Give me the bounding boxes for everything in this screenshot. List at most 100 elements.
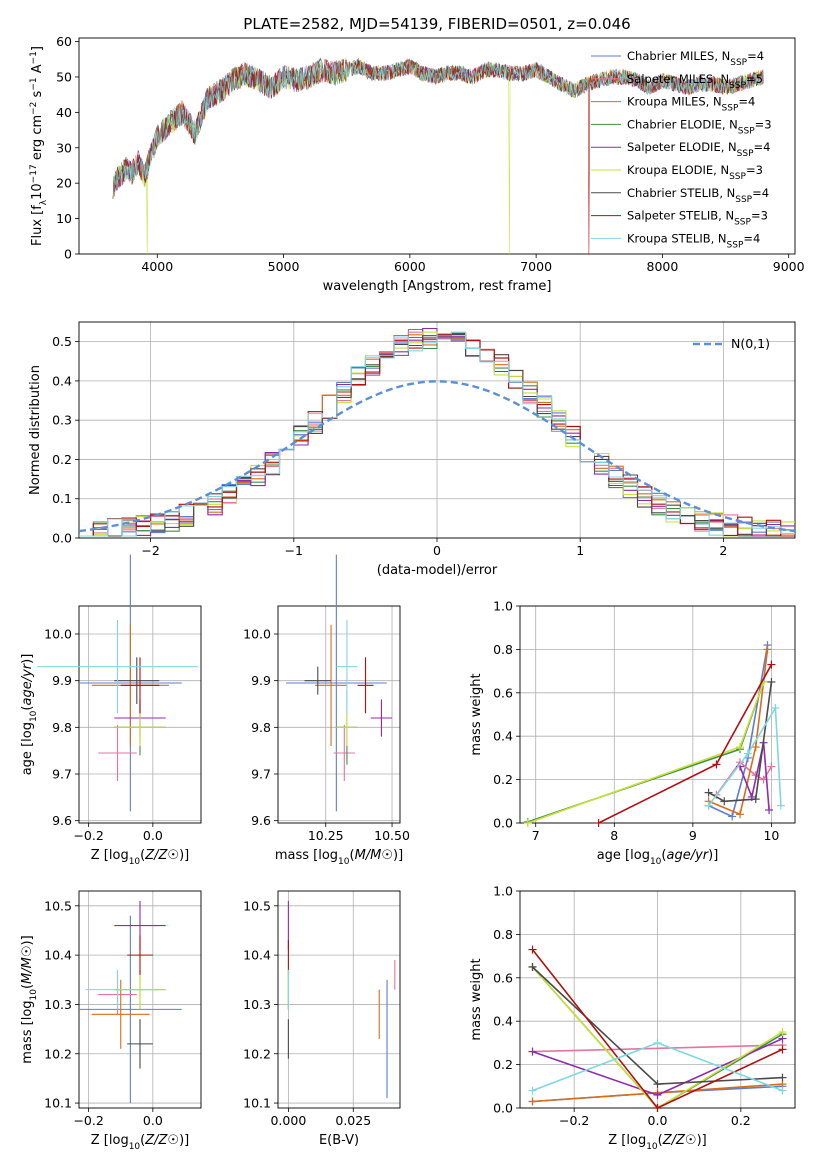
- x-tick-label: 6000: [394, 259, 426, 274]
- weight-point: [767, 677, 776, 686]
- y-tick-label: 0.0: [493, 1101, 513, 1116]
- y-tick-label: 0.4: [52, 373, 72, 388]
- y-tick-label: 9.6: [52, 813, 72, 828]
- errorbars: [287, 900, 396, 1099]
- y-tick-label: 1.0: [493, 599, 513, 614]
- residuals-panel: −2 −1 0 1 2 0.0 0.1 0.2 0.3 0.4 0.5 N(0,1) (data-mod…: [28, 321, 796, 578]
- x-tick-label: 8000: [647, 259, 679, 274]
- legend-label: Kroupa MILES, NSSP=4: [627, 95, 755, 114]
- spectrum-legend: Chabrier MILES, NSSP=4 Salpeter MILES, NS…: [591, 49, 772, 250]
- y-tick-label: 0.2: [493, 1057, 513, 1072]
- y-tick-label: 10.5: [44, 898, 72, 913]
- weight-point: [528, 945, 537, 954]
- spectrum-series: [112, 59, 764, 199]
- weight-point: [712, 760, 721, 769]
- weight-point: [771, 703, 780, 712]
- plot-frame: [78, 321, 796, 539]
- errorbars: [37, 554, 198, 812]
- weight-series: [523, 641, 785, 827]
- y-tick-label: 0.4: [493, 1014, 513, 1029]
- x-axis-label: Z [log10(Z/Z☉)]: [608, 1133, 707, 1152]
- weight-point: [528, 962, 537, 971]
- weight-point: [653, 1090, 662, 1099]
- plot-frame: [277, 605, 401, 824]
- weight-point: [736, 743, 744, 752]
- y-tick-label: 10.2: [243, 1046, 271, 1061]
- y-tick-label: 10.0: [243, 627, 271, 642]
- y-tick-label: 10.0: [44, 627, 72, 642]
- grid: [278, 606, 400, 823]
- weight-point: [653, 1104, 662, 1112]
- y-tick-label: 60: [56, 34, 72, 49]
- x-axis-label: Z [log10(Z/Z☉)]: [91, 1133, 190, 1152]
- x-tick-label: −0.2: [73, 1113, 103, 1128]
- spectrum-lines: [112, 57, 764, 255]
- y-tick-label: 10.2: [44, 1046, 72, 1061]
- y-tick-label: 1.0: [493, 884, 513, 899]
- legend-label: Salpeter ELODIE, NSSP=4: [627, 140, 770, 159]
- x-tick-label: −1: [285, 543, 303, 558]
- x-tick-label: 0: [433, 543, 441, 558]
- y-tick-label: 0.3: [52, 413, 72, 428]
- y-tick-label: 0.4: [493, 729, 513, 744]
- y-tick-label: 0.5: [52, 334, 72, 349]
- weight-point: [728, 812, 737, 821]
- x-tick-label: −2: [141, 543, 159, 558]
- x-axis-label: (data-model)/error: [377, 563, 498, 578]
- y-tick-label: 0.8: [493, 927, 513, 942]
- weight-point: [778, 1045, 787, 1054]
- weight-point: [653, 1038, 662, 1047]
- grid: [79, 606, 201, 823]
- age-vs-mass-panel: 10.25 10.50 9.6 9.7 9.8 9.9 10.0 mass [log10(M/…: [243, 554, 410, 867]
- histogram-series: [79, 327, 795, 537]
- weight-line: [708, 644, 769, 818]
- y-tick-label: 0: [64, 247, 72, 262]
- y-tick-label: 0.1: [52, 491, 72, 506]
- legend-label: Chabrier ELODIE, NSSP=3: [627, 117, 772, 136]
- weight-point: [528, 1047, 537, 1056]
- x-axis-label: E(B-V): [319, 1133, 359, 1148]
- weight-point: [765, 805, 774, 814]
- weight-point: [720, 797, 729, 806]
- weight-point: [523, 819, 532, 827]
- plot-frame: [78, 605, 202, 824]
- weight-series: [528, 945, 787, 1112]
- y-tick-label: 9.7: [251, 767, 271, 782]
- figure-title: PLATE=2582, MJD=54139, FIBERID=0501, z=0…: [243, 15, 630, 33]
- x-tick-label: 0.000: [270, 1113, 306, 1128]
- weight-point: [594, 819, 603, 827]
- grid: [278, 891, 400, 1108]
- y-axis-label: age [log10(age/yr)]: [20, 654, 39, 776]
- y-tick-label: 10.4: [44, 948, 72, 963]
- x-tick-label: 5000: [268, 259, 300, 274]
- x-tick-label: 0.0: [143, 1113, 163, 1128]
- histograms: [79, 327, 795, 537]
- errorbars: [285, 554, 393, 812]
- x-tick-label: 0.0: [143, 828, 163, 843]
- weight-vs-age-panel: 7 8 9 10 0.0 0.2 0.4 0.6 0.8 1.0 age [log10(age/yr…: [469, 599, 796, 867]
- x-tick-label: 9: [689, 828, 697, 843]
- y-axis-label: mass [log10(M/M☉)]: [20, 935, 39, 1063]
- weight-point: [776, 801, 785, 810]
- x-tick-label: 8: [610, 828, 618, 843]
- x-tick-label: 0.025: [335, 1113, 371, 1128]
- weight-point: [778, 1073, 787, 1082]
- y-tick-label: 10.1: [44, 1096, 72, 1111]
- weight-point: [736, 810, 744, 819]
- weight-line: [708, 649, 769, 816]
- y-axis-label: Normed distribution: [28, 365, 43, 495]
- x-tick-label: 7: [532, 828, 540, 843]
- y-tick-label: 0.6: [493, 970, 513, 985]
- y-tick-label: 9.9: [52, 673, 72, 688]
- weight-point: [528, 1086, 537, 1095]
- weight-point: [763, 645, 772, 654]
- y-axis-label: Flux [fλ10−17 erg cm−2 s−1 A−1]: [29, 46, 49, 246]
- y-tick-label: 10.5: [243, 898, 271, 913]
- plot-frame: [519, 605, 796, 824]
- x-tick-label: 9000: [773, 259, 805, 274]
- weight-point: [653, 1080, 662, 1089]
- legend-label: Chabrier MILES, NSSP=4: [627, 49, 764, 68]
- errorbars: [79, 900, 182, 1104]
- y-tick-label: 0.8: [493, 642, 513, 657]
- weight-vs-metallicity-panel: −0.2 0.0 0.2 0.0 0.2 0.4 0.6 0.8 1.0 Z [log10(Z/Z…: [469, 884, 796, 1152]
